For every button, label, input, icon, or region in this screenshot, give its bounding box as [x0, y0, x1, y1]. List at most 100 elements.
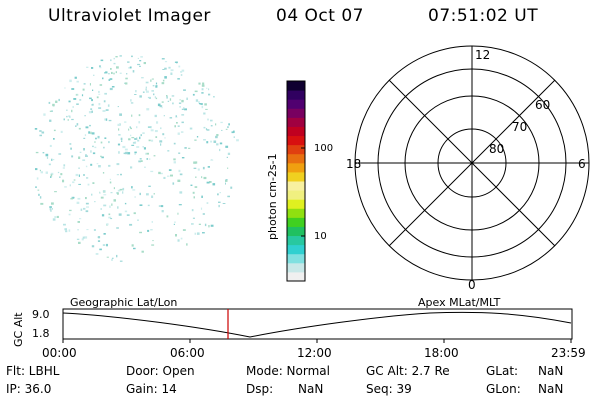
- image-speckle: [48, 101, 51, 104]
- image-speckle: [58, 98, 60, 102]
- image-speckle: [71, 155, 74, 158]
- image-speckle: [79, 218, 82, 220]
- image-speckle: [210, 159, 214, 161]
- image-speckle: [190, 184, 193, 186]
- image-speckle: [84, 134, 87, 137]
- image-speckle: [148, 96, 151, 99]
- image-speckle: [178, 102, 182, 104]
- image-speckle: [233, 130, 235, 133]
- image-speckle: [38, 193, 40, 196]
- image-speckle: [117, 206, 119, 209]
- image-speckle: [94, 201, 96, 203]
- image-speckle: [151, 221, 153, 223]
- image-speckle: [58, 153, 62, 155]
- image-speckle: [56, 215, 59, 218]
- image-speckle: [109, 181, 112, 184]
- image-speckle: [189, 127, 193, 130]
- image-speckle: [138, 114, 141, 117]
- image-speckle: [63, 164, 66, 167]
- colorbar-stripe: [287, 262, 305, 273]
- image-speckle: [76, 94, 78, 96]
- colorbar-stripe: [287, 99, 305, 109]
- image-speckle: [230, 186, 233, 189]
- image-speckle: [202, 166, 205, 170]
- image-speckle: [160, 205, 164, 208]
- image-speckle: [63, 118, 65, 121]
- image-speckle: [100, 141, 103, 144]
- image-speckle: [108, 213, 111, 216]
- image-speckle: [172, 102, 174, 105]
- image-speckle: [80, 208, 83, 211]
- image-speckle: [97, 240, 101, 242]
- colorbar-stripe: [287, 135, 305, 146]
- image-speckle: [175, 116, 178, 118]
- image-speckle: [35, 168, 38, 171]
- image-speckle: [120, 173, 122, 176]
- image-speckle: [198, 223, 201, 225]
- image-speckle: [201, 88, 204, 91]
- image-speckle: [111, 86, 115, 88]
- image-speckle: [161, 82, 165, 85]
- image-speckle: [160, 172, 163, 175]
- image-speckle: [210, 125, 213, 127]
- image-speckle: [160, 127, 162, 130]
- image-speckle: [93, 74, 95, 76]
- image-speckle: [210, 140, 212, 143]
- image-speckle: [77, 221, 80, 223]
- image-speckle: [192, 217, 195, 219]
- image-speckle: [170, 174, 173, 177]
- image-speckle: [135, 90, 137, 93]
- image-speckle: [147, 126, 151, 128]
- image-speckle: [137, 57, 139, 59]
- image-speckle: [37, 189, 40, 191]
- image-speckle: [221, 129, 223, 131]
- image-speckle: [151, 78, 154, 80]
- image-speckle: [102, 110, 106, 112]
- strip-ylabel: GC Alt: [12, 312, 25, 347]
- image-speckle: [86, 206, 89, 208]
- colorbar-stripe: [287, 117, 305, 127]
- glat-value: NaN: [538, 364, 564, 378]
- image-speckle: [113, 62, 116, 65]
- image-speckle: [147, 204, 150, 207]
- image-speckle: [49, 110, 52, 112]
- image-speckle: [51, 208, 53, 210]
- mode-info: Mode: Normal: [246, 364, 330, 378]
- polar-lat-80: 80: [489, 142, 504, 156]
- polar-lat-70: 70: [512, 120, 527, 134]
- colorbar-tick-100: 100: [314, 143, 333, 154]
- image-speckle: [100, 196, 104, 199]
- polar-axis-diag-2: [388, 79, 556, 247]
- image-speckle: [186, 243, 188, 246]
- image-speckle: [161, 107, 163, 109]
- image-speckle: [64, 87, 66, 89]
- image-speckle: [83, 148, 85, 151]
- image-speckle: [122, 145, 126, 149]
- door-info: Door: Open: [126, 364, 195, 378]
- image-speckle: [91, 67, 94, 69]
- image-speckle: [178, 65, 181, 68]
- instrument-title: Ultraviolet Imager: [48, 6, 211, 26]
- image-speckle: [153, 155, 156, 157]
- image-speckle: [162, 79, 165, 82]
- image-speckle: [46, 156, 49, 159]
- polar-label-left: 18: [346, 157, 361, 171]
- image-speckle: [170, 69, 174, 72]
- image-speckle: [205, 128, 208, 130]
- image-speckle: [83, 207, 86, 210]
- image-speckle: [150, 170, 154, 173]
- image-speckle: [116, 163, 120, 166]
- image-speckle: [140, 160, 143, 162]
- image-speckle: [164, 76, 167, 79]
- colorbar-stripe: [287, 162, 305, 173]
- image-speckle: [64, 228, 67, 231]
- image-speckle: [113, 187, 115, 190]
- image-speckle: [108, 141, 110, 144]
- image-speckle: [203, 139, 206, 141]
- image-speckle: [179, 173, 183, 176]
- image-speckle: [83, 83, 86, 85]
- image-speckle: [124, 210, 128, 213]
- image-speckle: [161, 58, 165, 60]
- image-speckle: [83, 174, 85, 176]
